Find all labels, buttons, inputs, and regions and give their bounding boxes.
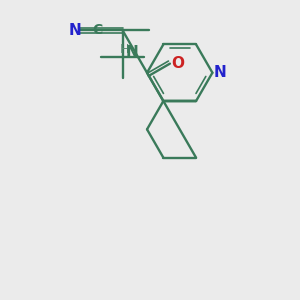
Text: N: N	[68, 23, 81, 38]
Text: O: O	[171, 56, 184, 71]
Text: H: H	[119, 43, 129, 56]
Text: C: C	[92, 23, 102, 38]
Text: N: N	[125, 45, 138, 60]
Text: N: N	[214, 65, 226, 80]
